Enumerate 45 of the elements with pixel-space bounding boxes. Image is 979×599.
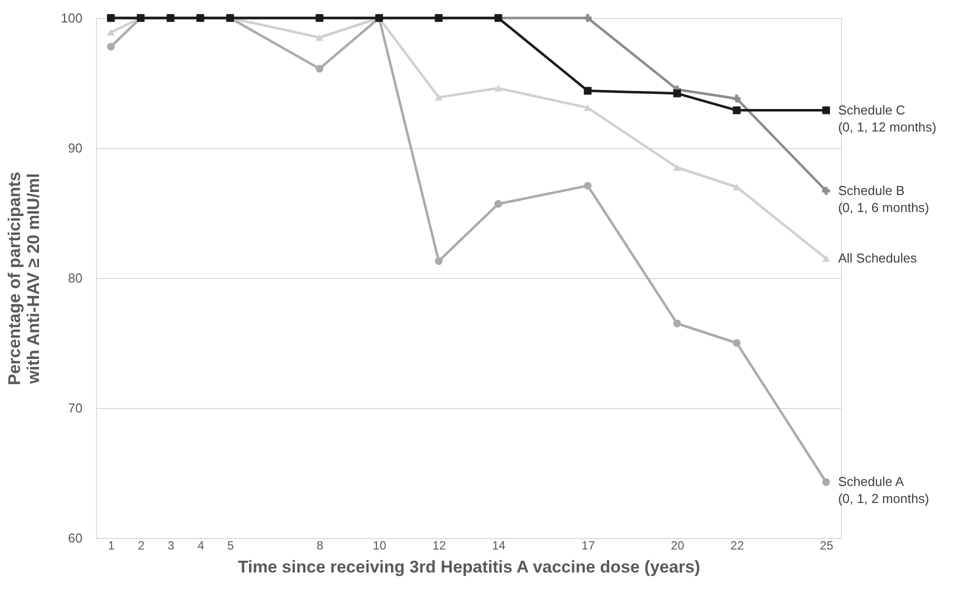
point: [822, 255, 830, 262]
point: [822, 478, 830, 486]
y-tick-label: 80: [68, 270, 82, 286]
point: [673, 90, 681, 98]
x-tick-label: 8: [316, 538, 324, 552]
point: [822, 106, 830, 114]
x-tick-label: 5: [227, 538, 234, 552]
y-axis-title: Percentage of participants with Anti-HAV ≥ 20 mIU/ml: [4, 172, 43, 386]
point: [107, 28, 115, 36]
y-tick-label: 70: [68, 400, 82, 416]
point: [584, 182, 592, 190]
series-label: Schedule C (0, 1, 12 months): [838, 102, 936, 134]
x-tick-label: 3: [168, 538, 175, 552]
point: [316, 34, 324, 41]
y-tick-label: 90: [68, 140, 82, 156]
x-tick-label: 25: [820, 538, 834, 552]
point: [732, 339, 741, 347]
series-label: Schedule B (0, 1, 6 months): [838, 182, 930, 215]
y-tick-label: 100: [60, 10, 82, 26]
point: [732, 106, 741, 114]
x-tick-label: 12: [432, 538, 446, 552]
x-tick-label: 14: [492, 538, 506, 552]
x-tick-label: 10: [372, 538, 387, 552]
y-tick-label: 60: [68, 530, 82, 546]
point: [494, 200, 502, 208]
series-label: Schedule A (0, 1, 2 months): [838, 474, 930, 506]
point: [494, 84, 502, 92]
point: [316, 64, 324, 73]
x-tick-label: 22: [730, 538, 744, 552]
x-tick-label: 2: [138, 538, 145, 552]
point: [434, 94, 443, 101]
point: [584, 14, 592, 22]
x-tick-label: 17: [582, 538, 596, 552]
x-axis-title: Time since receiving 3rd Hepatitis A vaccine dose (years): [238, 558, 700, 576]
point: [584, 86, 592, 95]
x-tick-label: 1: [108, 538, 116, 552]
point: [732, 94, 741, 102]
x-tick-label: 20: [670, 538, 685, 552]
series-label: All Schedules: [838, 250, 918, 266]
point: [107, 42, 115, 50]
point: [822, 187, 830, 195]
x-tick-label: 4: [197, 538, 204, 552]
point: [673, 164, 681, 171]
point: [434, 257, 443, 265]
point: [673, 320, 681, 328]
